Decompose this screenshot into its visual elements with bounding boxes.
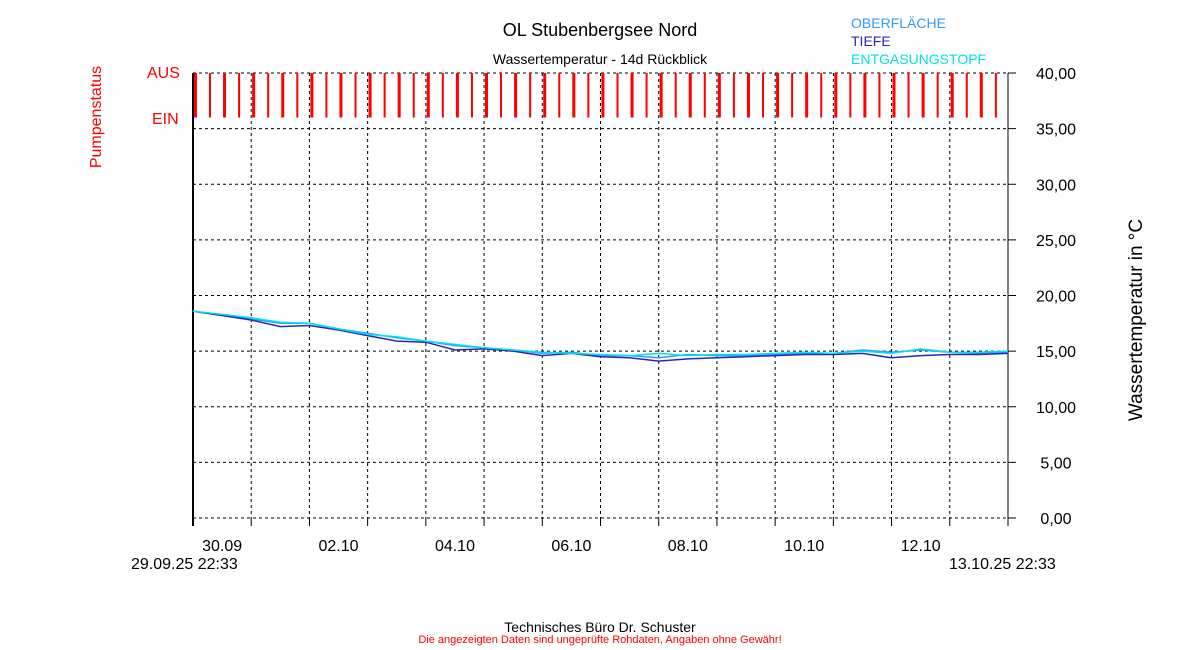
legend-entgasungstopf: ENTGASUNGSTOPF bbox=[851, 51, 987, 67]
x-tick-label: 02.10 bbox=[319, 538, 359, 555]
legend-tiefe: TIEFE bbox=[851, 33, 891, 49]
chart-title: OL Stubenbergsee Nord bbox=[502, 20, 698, 40]
legend-oberflaeche: OBERFLÄCHE bbox=[851, 15, 946, 31]
x-end-label: 13.10.25 22:33 bbox=[949, 556, 1056, 573]
x-tick-label: 06.10 bbox=[551, 538, 591, 555]
y-tick-label: 0,00 bbox=[1040, 511, 1071, 528]
y-tick-label: 30,00 bbox=[1036, 177, 1076, 194]
pump-on-label: EIN bbox=[152, 111, 179, 128]
y-tick-label: 20,00 bbox=[1036, 289, 1076, 306]
footer-company: Technisches Büro Dr. Schuster bbox=[504, 619, 696, 635]
x-tick-label: 04.10 bbox=[435, 538, 475, 555]
x-tick-label: 30.09 bbox=[202, 538, 242, 555]
y-tick-label: 35,00 bbox=[1036, 122, 1076, 139]
x-start-label: 29.09.25 22:33 bbox=[131, 556, 238, 573]
x-tick-label: 10.10 bbox=[784, 538, 824, 555]
y-tick-label: 5,00 bbox=[1040, 455, 1071, 472]
y-tick-label: 15,00 bbox=[1036, 344, 1076, 361]
series-line-entgasungstopf bbox=[192, 310, 1009, 357]
x-tick-label: 08.10 bbox=[668, 538, 708, 555]
chart-subtitle: Wassertemperatur - 14d Rückblick bbox=[492, 51, 708, 67]
y-tick-label: 10,00 bbox=[1036, 400, 1076, 417]
left-axis-label: Pumpenstatus bbox=[88, 65, 105, 169]
y-tick-label: 40,00 bbox=[1036, 66, 1076, 83]
pump-off-label: AUS bbox=[147, 65, 180, 82]
y-tick-label: 25,00 bbox=[1036, 233, 1076, 250]
series-line-tiefe bbox=[192, 310, 1009, 362]
y-axis-label: Wassertemperatur in °C bbox=[1126, 218, 1147, 422]
footer-disclaimer: Die angezeigten Daten sind ungeprüfte Ro… bbox=[418, 634, 782, 646]
x-tick-label: 12.10 bbox=[901, 538, 941, 555]
